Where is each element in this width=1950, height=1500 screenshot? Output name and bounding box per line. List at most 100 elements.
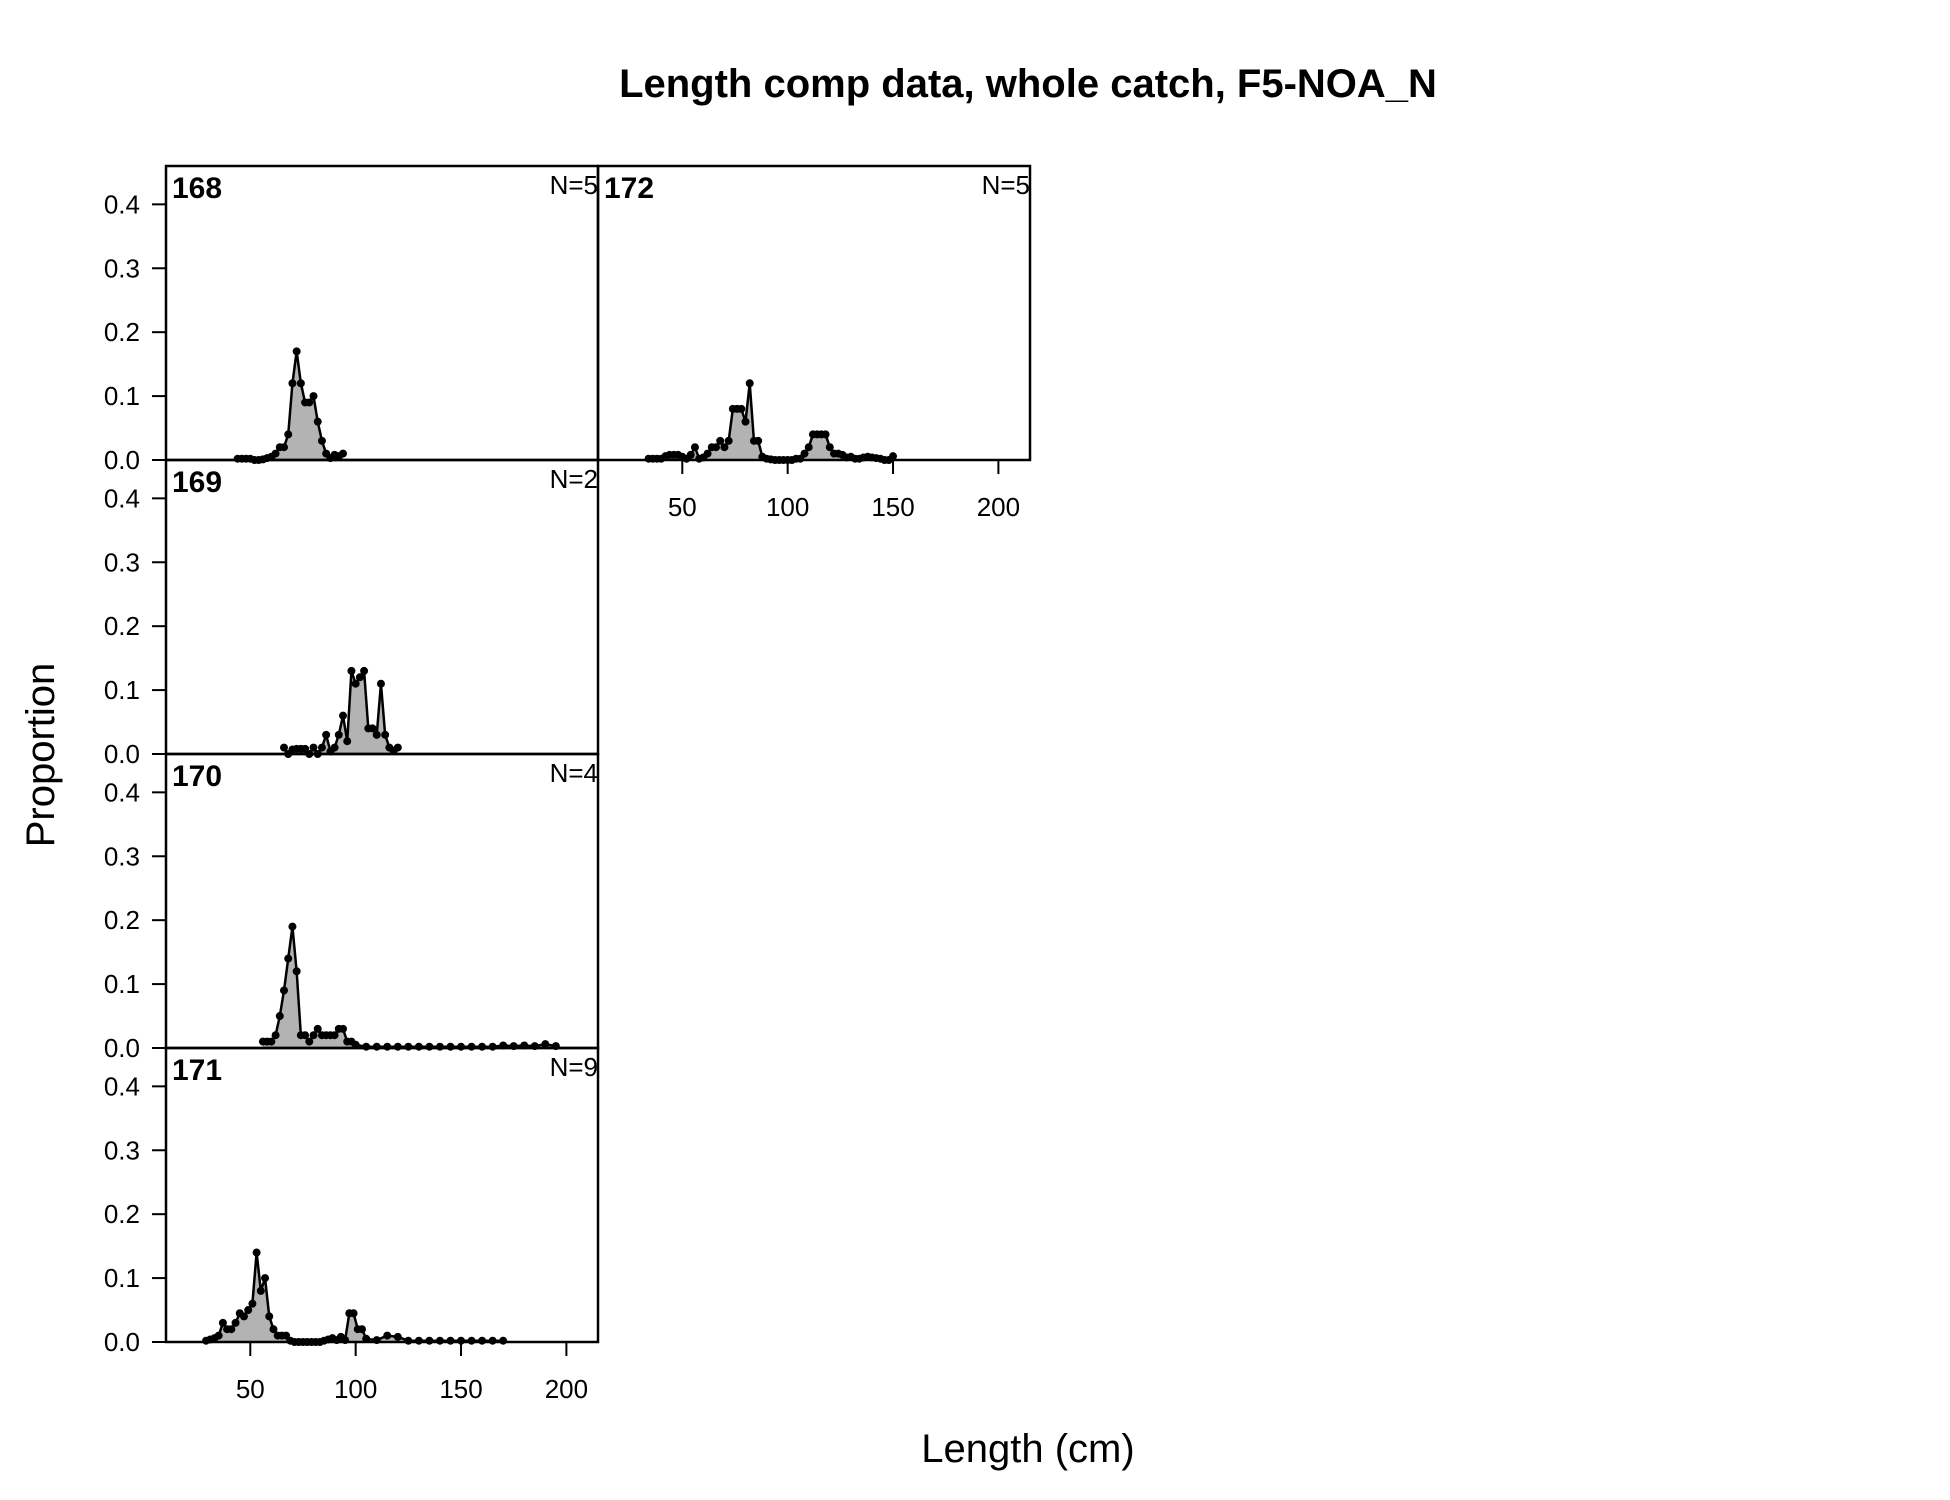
point-169 xyxy=(347,666,356,675)
panel-frame-171 xyxy=(164,1046,600,1344)
x-tick-label: 100 xyxy=(766,492,809,522)
point-169 xyxy=(376,679,385,688)
x-tick-label: 200 xyxy=(977,492,1020,522)
point-169 xyxy=(355,673,364,682)
point-169 xyxy=(351,679,360,688)
point-168 xyxy=(317,436,326,445)
x-tick-label: 200 xyxy=(545,1374,588,1404)
point-171 xyxy=(478,1336,487,1345)
x-tick-label: 50 xyxy=(236,1374,265,1404)
point-170 xyxy=(284,954,293,963)
y-tick-label: 0.0 xyxy=(104,445,140,475)
panel-172: 172 N=5 50 100 150 200 xyxy=(596,164,1032,522)
point-171 xyxy=(383,1331,392,1340)
line-170 xyxy=(262,926,557,1048)
point-169 xyxy=(360,666,369,675)
point-172 xyxy=(825,443,834,452)
point-171 xyxy=(214,1331,223,1340)
point-168 xyxy=(309,392,318,401)
y-tick-label: 0.1 xyxy=(104,969,140,999)
point-170 xyxy=(541,1040,550,1049)
panel-n-label: N=9 xyxy=(550,1052,598,1082)
point-168 xyxy=(284,430,293,439)
point-169 xyxy=(334,730,343,739)
y-tick-label: 0.0 xyxy=(104,1033,140,1063)
point-171 xyxy=(499,1336,508,1345)
panel-year-label: 168 xyxy=(172,172,222,205)
panel-171: 171 N=9 0.0 0.1 0.2 0.3 0.4 50 100 150 200 xyxy=(104,1046,600,1404)
x-tick-label: 150 xyxy=(439,1374,482,1404)
y-tick-label: 0.0 xyxy=(104,1327,140,1357)
point-170 xyxy=(271,1031,280,1040)
point-172 xyxy=(800,449,809,458)
point-168 xyxy=(313,417,322,426)
x-tick-label: 100 xyxy=(334,1374,377,1404)
point-170 xyxy=(446,1042,455,1051)
point-170 xyxy=(292,967,301,976)
panel-170: 170 N=4 0.0 0.1 0.2 0.3 0.4 xyxy=(104,752,600,1063)
point-171 xyxy=(467,1336,476,1345)
chart-title: Length comp data, whole catch, F5-NOA_N xyxy=(619,62,1437,106)
point-172 xyxy=(686,450,695,459)
point-171 xyxy=(414,1336,423,1345)
point-171 xyxy=(239,1312,248,1321)
x-tick-label: 150 xyxy=(871,492,914,522)
point-168 xyxy=(288,379,297,388)
line-172 xyxy=(648,383,894,462)
panel-frame-170 xyxy=(164,752,600,1050)
point-170 xyxy=(305,1037,314,1046)
y-tick-label: 0.2 xyxy=(104,905,140,935)
y-tick-label: 0.4 xyxy=(104,189,140,219)
point-171 xyxy=(446,1336,455,1345)
point-170 xyxy=(383,1042,392,1051)
point-169 xyxy=(309,743,318,752)
y-tick-label: 0.0 xyxy=(104,739,140,769)
point-171 xyxy=(244,1306,253,1315)
point-170 xyxy=(404,1042,413,1051)
panel-168: 168 N=5 0.0 0.1 0.2 0.3 0.4 xyxy=(104,164,600,475)
point-168 xyxy=(280,443,289,452)
point-171 xyxy=(357,1325,366,1334)
point-170 xyxy=(467,1042,476,1051)
area-172 xyxy=(648,383,894,460)
point-172 xyxy=(716,436,725,445)
y-tick-label: 0.1 xyxy=(104,675,140,705)
point-168 xyxy=(305,398,314,407)
point-170 xyxy=(280,986,289,995)
panel-n-label: N=5 xyxy=(982,170,1030,200)
point-171 xyxy=(349,1309,358,1318)
x-axis-label: Length (cm) xyxy=(921,1427,1134,1471)
y-tick-label: 0.3 xyxy=(104,841,140,871)
point-169 xyxy=(317,743,326,752)
y-tick-label: 0.2 xyxy=(104,317,140,347)
point-170 xyxy=(275,1012,284,1021)
point-170 xyxy=(362,1042,371,1051)
panel-n-label: N=2 xyxy=(550,464,598,494)
point-170 xyxy=(488,1042,497,1051)
y-tick-label: 0.1 xyxy=(104,1263,140,1293)
point-172 xyxy=(724,436,733,445)
panel-year-label: 169 xyxy=(172,466,222,499)
point-168 xyxy=(339,449,348,458)
panel-n-label: N=4 xyxy=(550,758,598,788)
point-170 xyxy=(457,1042,466,1051)
panel-frame-168 xyxy=(164,164,600,462)
point-169 xyxy=(343,737,352,746)
point-172 xyxy=(889,452,898,461)
point-172 xyxy=(804,443,813,452)
point-170 xyxy=(309,1031,318,1040)
point-171 xyxy=(261,1274,270,1283)
panel-frame-172 xyxy=(596,164,1032,462)
point-168 xyxy=(292,347,301,356)
y-tick-label: 0.2 xyxy=(104,1199,140,1229)
point-171 xyxy=(248,1299,257,1308)
point-170 xyxy=(330,1031,339,1040)
point-172 xyxy=(745,379,754,388)
y-tick-label: 0.3 xyxy=(104,547,140,577)
point-171 xyxy=(435,1336,444,1345)
point-169 xyxy=(393,743,402,752)
point-170 xyxy=(372,1042,381,1051)
x-tick-label: 50 xyxy=(668,492,697,522)
point-168 xyxy=(271,449,280,458)
